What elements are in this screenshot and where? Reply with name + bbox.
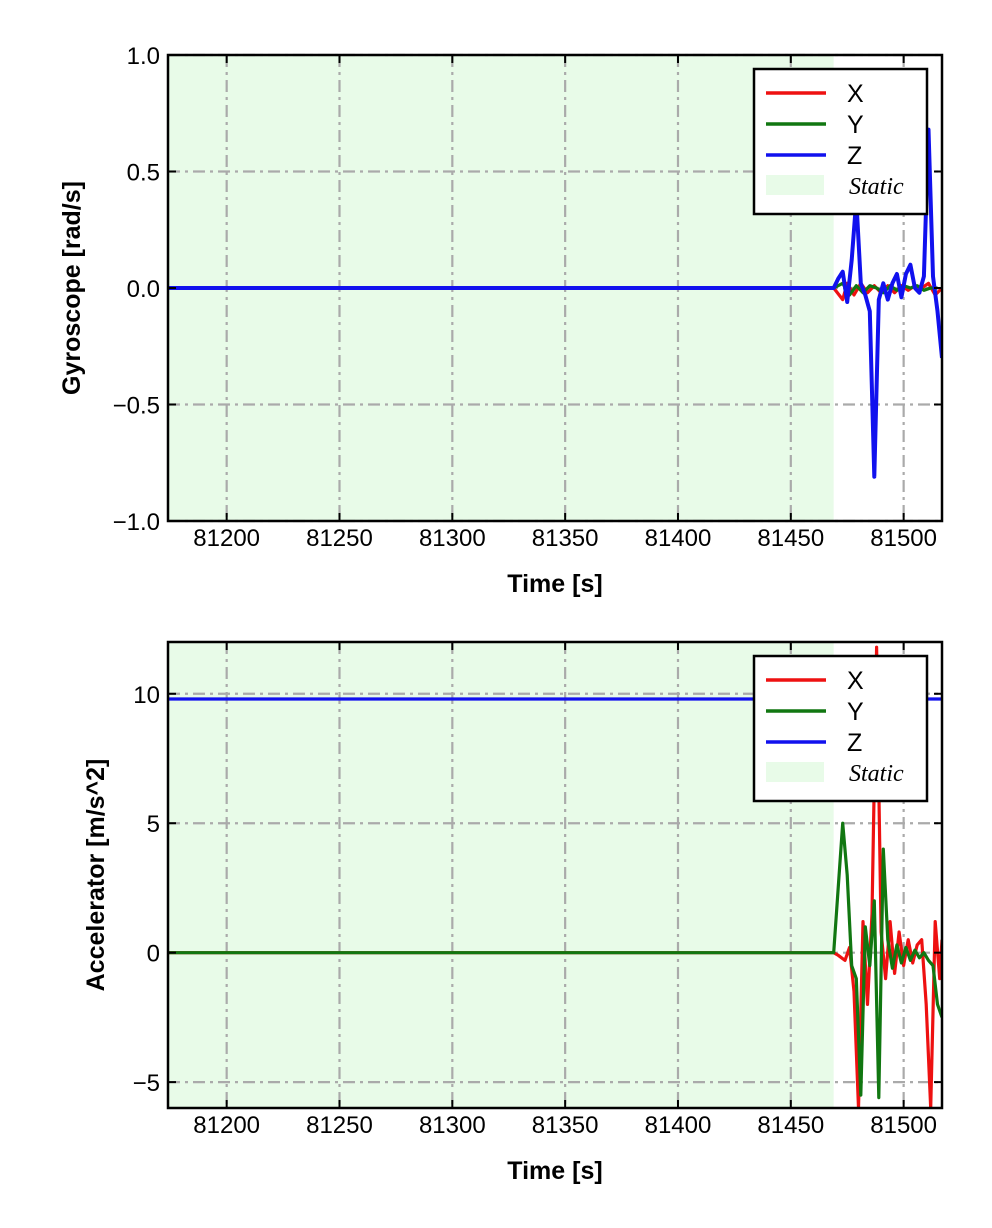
legend-label-y: Y (847, 111, 864, 139)
y-axis-title: Accelerator [m/s^2] (82, 759, 110, 992)
x-tick-label: 81450 (757, 525, 824, 552)
x-tick-label: 81350 (532, 1112, 599, 1139)
x-axis-title: Time [s] (507, 1157, 602, 1185)
legend: XYZ Static (752, 67, 929, 216)
x-tick-label: 81250 (306, 1112, 373, 1139)
legend-static-swatch (766, 762, 824, 782)
y-tick-label: 0.5 (127, 160, 160, 187)
legend-label-z: Z (847, 729, 862, 757)
y-axis-title: Gyroscope [rad/s] (58, 181, 86, 395)
legend-label-y: Y (847, 698, 864, 726)
y-tick-label: −1.0 (113, 509, 160, 536)
y-tick-label: 5 (147, 811, 160, 838)
x-tick-label: 81250 (306, 525, 373, 552)
x-axis-title: Time [s] (507, 570, 602, 598)
series-line-z (168, 127, 942, 479)
legend-label-z: Z (847, 142, 862, 170)
y-tick-label: 10 (133, 682, 160, 709)
legend-label-static: Static (849, 174, 904, 200)
plot-frame (166, 640, 944, 1110)
series-group (168, 127, 942, 479)
x-tick-label: 81400 (645, 525, 712, 552)
x-tick-label: 81200 (193, 525, 260, 552)
static-region (168, 642, 834, 1108)
legend-label-static: Static (849, 761, 904, 787)
legend-label-x: X (847, 667, 864, 695)
y-tick-label: 1.0 (127, 43, 160, 70)
series-line-y (168, 821, 942, 1100)
gyroscope-chart: 81200 81250 81300 81350 81400 81450 81500 −1.0 −… (58, 43, 944, 598)
y-tick-label: 0 (147, 941, 160, 968)
y-tick-label: −5 (133, 1070, 160, 1097)
x-tick-label: 81200 (193, 1112, 260, 1139)
legend-static-swatch (766, 175, 824, 195)
accelerator-chart: 81200 81250 81300 81350 81400 81450 81500 −5 0 5 1… (82, 640, 944, 1185)
x-tick-label: 81400 (645, 1112, 712, 1139)
x-tick-label: 81450 (757, 1112, 824, 1139)
legend-label-x: X (847, 80, 864, 108)
legend: XYZ Static (752, 654, 929, 803)
x-tick-label: 81350 (532, 525, 599, 552)
x-tick-label: 81300 (419, 525, 486, 552)
x-tick-label: 81500 (870, 525, 937, 552)
y-tick-label: 0.0 (127, 276, 160, 303)
x-tick-label: 81500 (870, 1112, 937, 1139)
x-tick-label: 81300 (419, 1112, 486, 1139)
y-tick-label: −0.5 (113, 393, 160, 420)
